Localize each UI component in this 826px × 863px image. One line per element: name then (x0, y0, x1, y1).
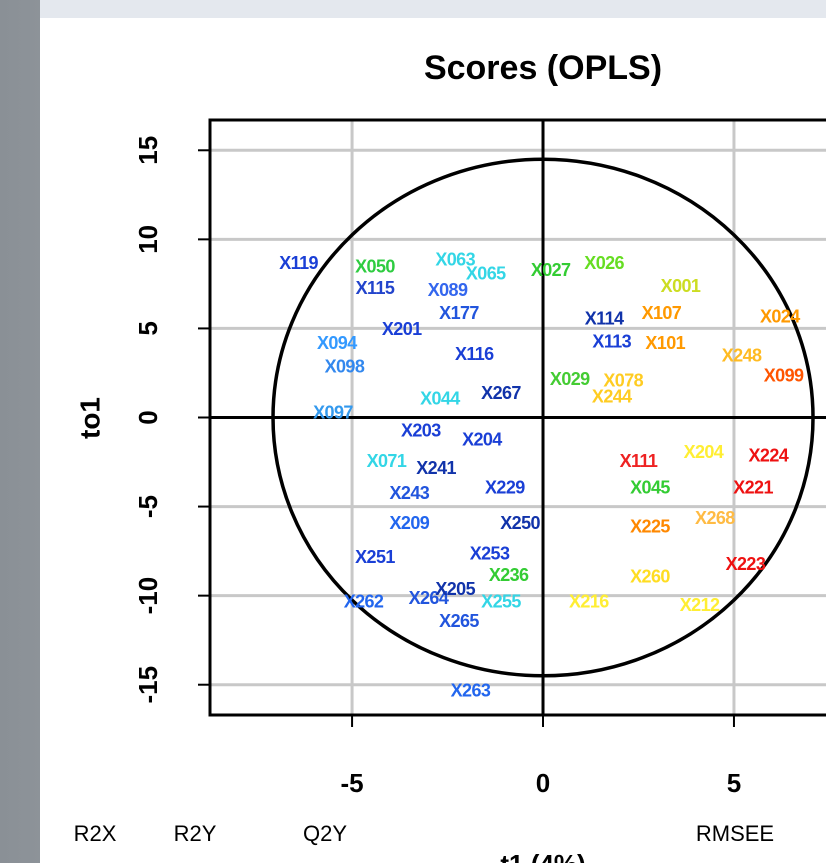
y-tick-label: -5 (133, 495, 163, 518)
point-label: X113 (592, 331, 631, 351)
point-label: X244 (592, 387, 632, 407)
y-tick-label: -15 (133, 666, 163, 704)
x-tick-label: 0 (536, 768, 550, 798)
y-tick-label: 5 (133, 321, 163, 335)
point-label: X243 (390, 483, 430, 503)
point-label: X050 (355, 257, 395, 277)
stat-header: R2X (74, 821, 117, 846)
panel-top (40, 0, 826, 18)
point-label: X264 (409, 588, 449, 608)
y-tick-label: 0 (133, 410, 163, 424)
point-label: X071 (367, 451, 407, 471)
point-label: X107 (642, 303, 682, 323)
point-label: X029 (550, 369, 590, 389)
point-label: X250 (500, 513, 540, 533)
point-label: X229 (485, 478, 525, 498)
point-label: X078 (603, 371, 643, 391)
point-label: X026 (584, 253, 624, 273)
point-label: X065 (466, 264, 506, 284)
y-tick-label: 10 (133, 225, 163, 254)
stat-header: R2Y (174, 821, 217, 846)
point-label: X263 (451, 681, 491, 701)
point-label: X201 (382, 319, 422, 339)
point-label: X098 (325, 356, 365, 376)
point-label: X101 (645, 333, 685, 353)
point-label: X114 (585, 308, 624, 328)
y-tick-label: -10 (133, 577, 163, 615)
x-tick-label: 5 (727, 768, 741, 798)
point-label: X265 (439, 611, 479, 631)
point-label: X209 (390, 513, 430, 533)
point-label: X001 (661, 276, 701, 296)
point-label: X216 (569, 592, 609, 612)
point-label: X119 (279, 253, 318, 273)
point-label: X267 (481, 383, 521, 403)
stat-header: Q2Y (303, 821, 347, 846)
point-label: X223 (726, 554, 766, 574)
panel (40, 0, 826, 863)
x-tick-label: -5 (341, 768, 364, 798)
point-label: X260 (630, 567, 670, 587)
y-axis-label: to1 (74, 397, 105, 439)
point-label: X255 (481, 592, 521, 612)
point-label: X177 (439, 303, 479, 323)
plot-frame (208, 118, 826, 717)
point-label: X045 (630, 478, 670, 498)
point-label: X253 (470, 543, 510, 563)
x-axis-label: t1 (4%) (500, 849, 585, 863)
point-label: X248 (722, 346, 762, 366)
point-label: X111 (620, 451, 658, 471)
chart-title: Scores (OPLS) (424, 49, 662, 87)
point-label: X225 (630, 517, 670, 537)
y-tick-label: 15 (133, 136, 163, 165)
point-label: X063 (435, 249, 475, 269)
stat-header: RMSEE (696, 821, 774, 846)
confidence-ellipse (271, 157, 815, 678)
point-label: X116 (455, 344, 494, 364)
point-label: X212 (680, 595, 720, 615)
point-label: X221 (733, 478, 773, 498)
point-label: X204 (462, 429, 502, 449)
point-label: X089 (428, 280, 468, 300)
point-label: X204 (684, 442, 724, 462)
point-label: X203 (401, 421, 441, 441)
point-label: X099 (764, 365, 804, 385)
point-label: X224 (749, 445, 789, 465)
point-label: X115 (356, 278, 395, 298)
point-label: X205 (435, 579, 475, 599)
point-label: X262 (344, 592, 384, 612)
point-label: X024 (760, 306, 800, 326)
point-label: X236 (489, 565, 529, 585)
point-label: X097 (313, 403, 353, 423)
point-label: X094 (317, 333, 357, 353)
point-label: X044 (420, 388, 460, 408)
point-label: X241 (416, 458, 456, 478)
point-label: X027 (531, 260, 571, 280)
point-label: X268 (695, 508, 735, 528)
point-label: X251 (355, 547, 395, 567)
